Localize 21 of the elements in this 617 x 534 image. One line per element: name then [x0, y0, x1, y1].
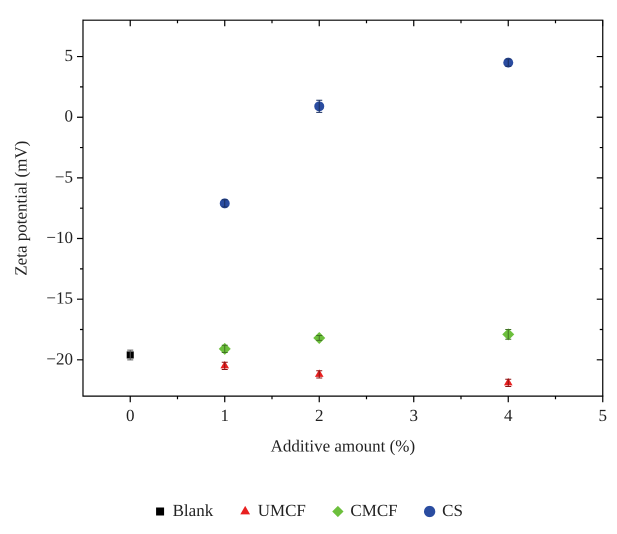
point — [502, 328, 514, 340]
point — [218, 342, 231, 355]
x-tick-label: 4 — [504, 406, 513, 425]
x-tick-label: 5 — [598, 406, 607, 425]
y-axis-title: Zeta potential (mV) — [12, 140, 31, 276]
x-tick-label: 3 — [409, 406, 418, 425]
point — [313, 332, 326, 344]
legend-label: CMCF — [350, 500, 398, 520]
y-tick-label: 0 — [64, 106, 73, 126]
x-tick-label: 0 — [126, 406, 134, 425]
y-tick-label: −20 — [46, 349, 73, 368]
x-tick-label: 2 — [314, 406, 324, 425]
legend-label: CS — [442, 500, 463, 520]
y-tick-label: −5 — [54, 167, 73, 186]
x-axis-title: Additive amount (%) — [270, 436, 416, 456]
y-tick-label: 5 — [64, 46, 73, 66]
legend-label: UMCF — [258, 500, 306, 520]
y-tick-label: −15 — [46, 288, 73, 308]
legend-label: Blank — [172, 500, 214, 520]
x-tick-label: 1 — [220, 406, 229, 425]
y-tick-label: −10 — [46, 228, 73, 247]
